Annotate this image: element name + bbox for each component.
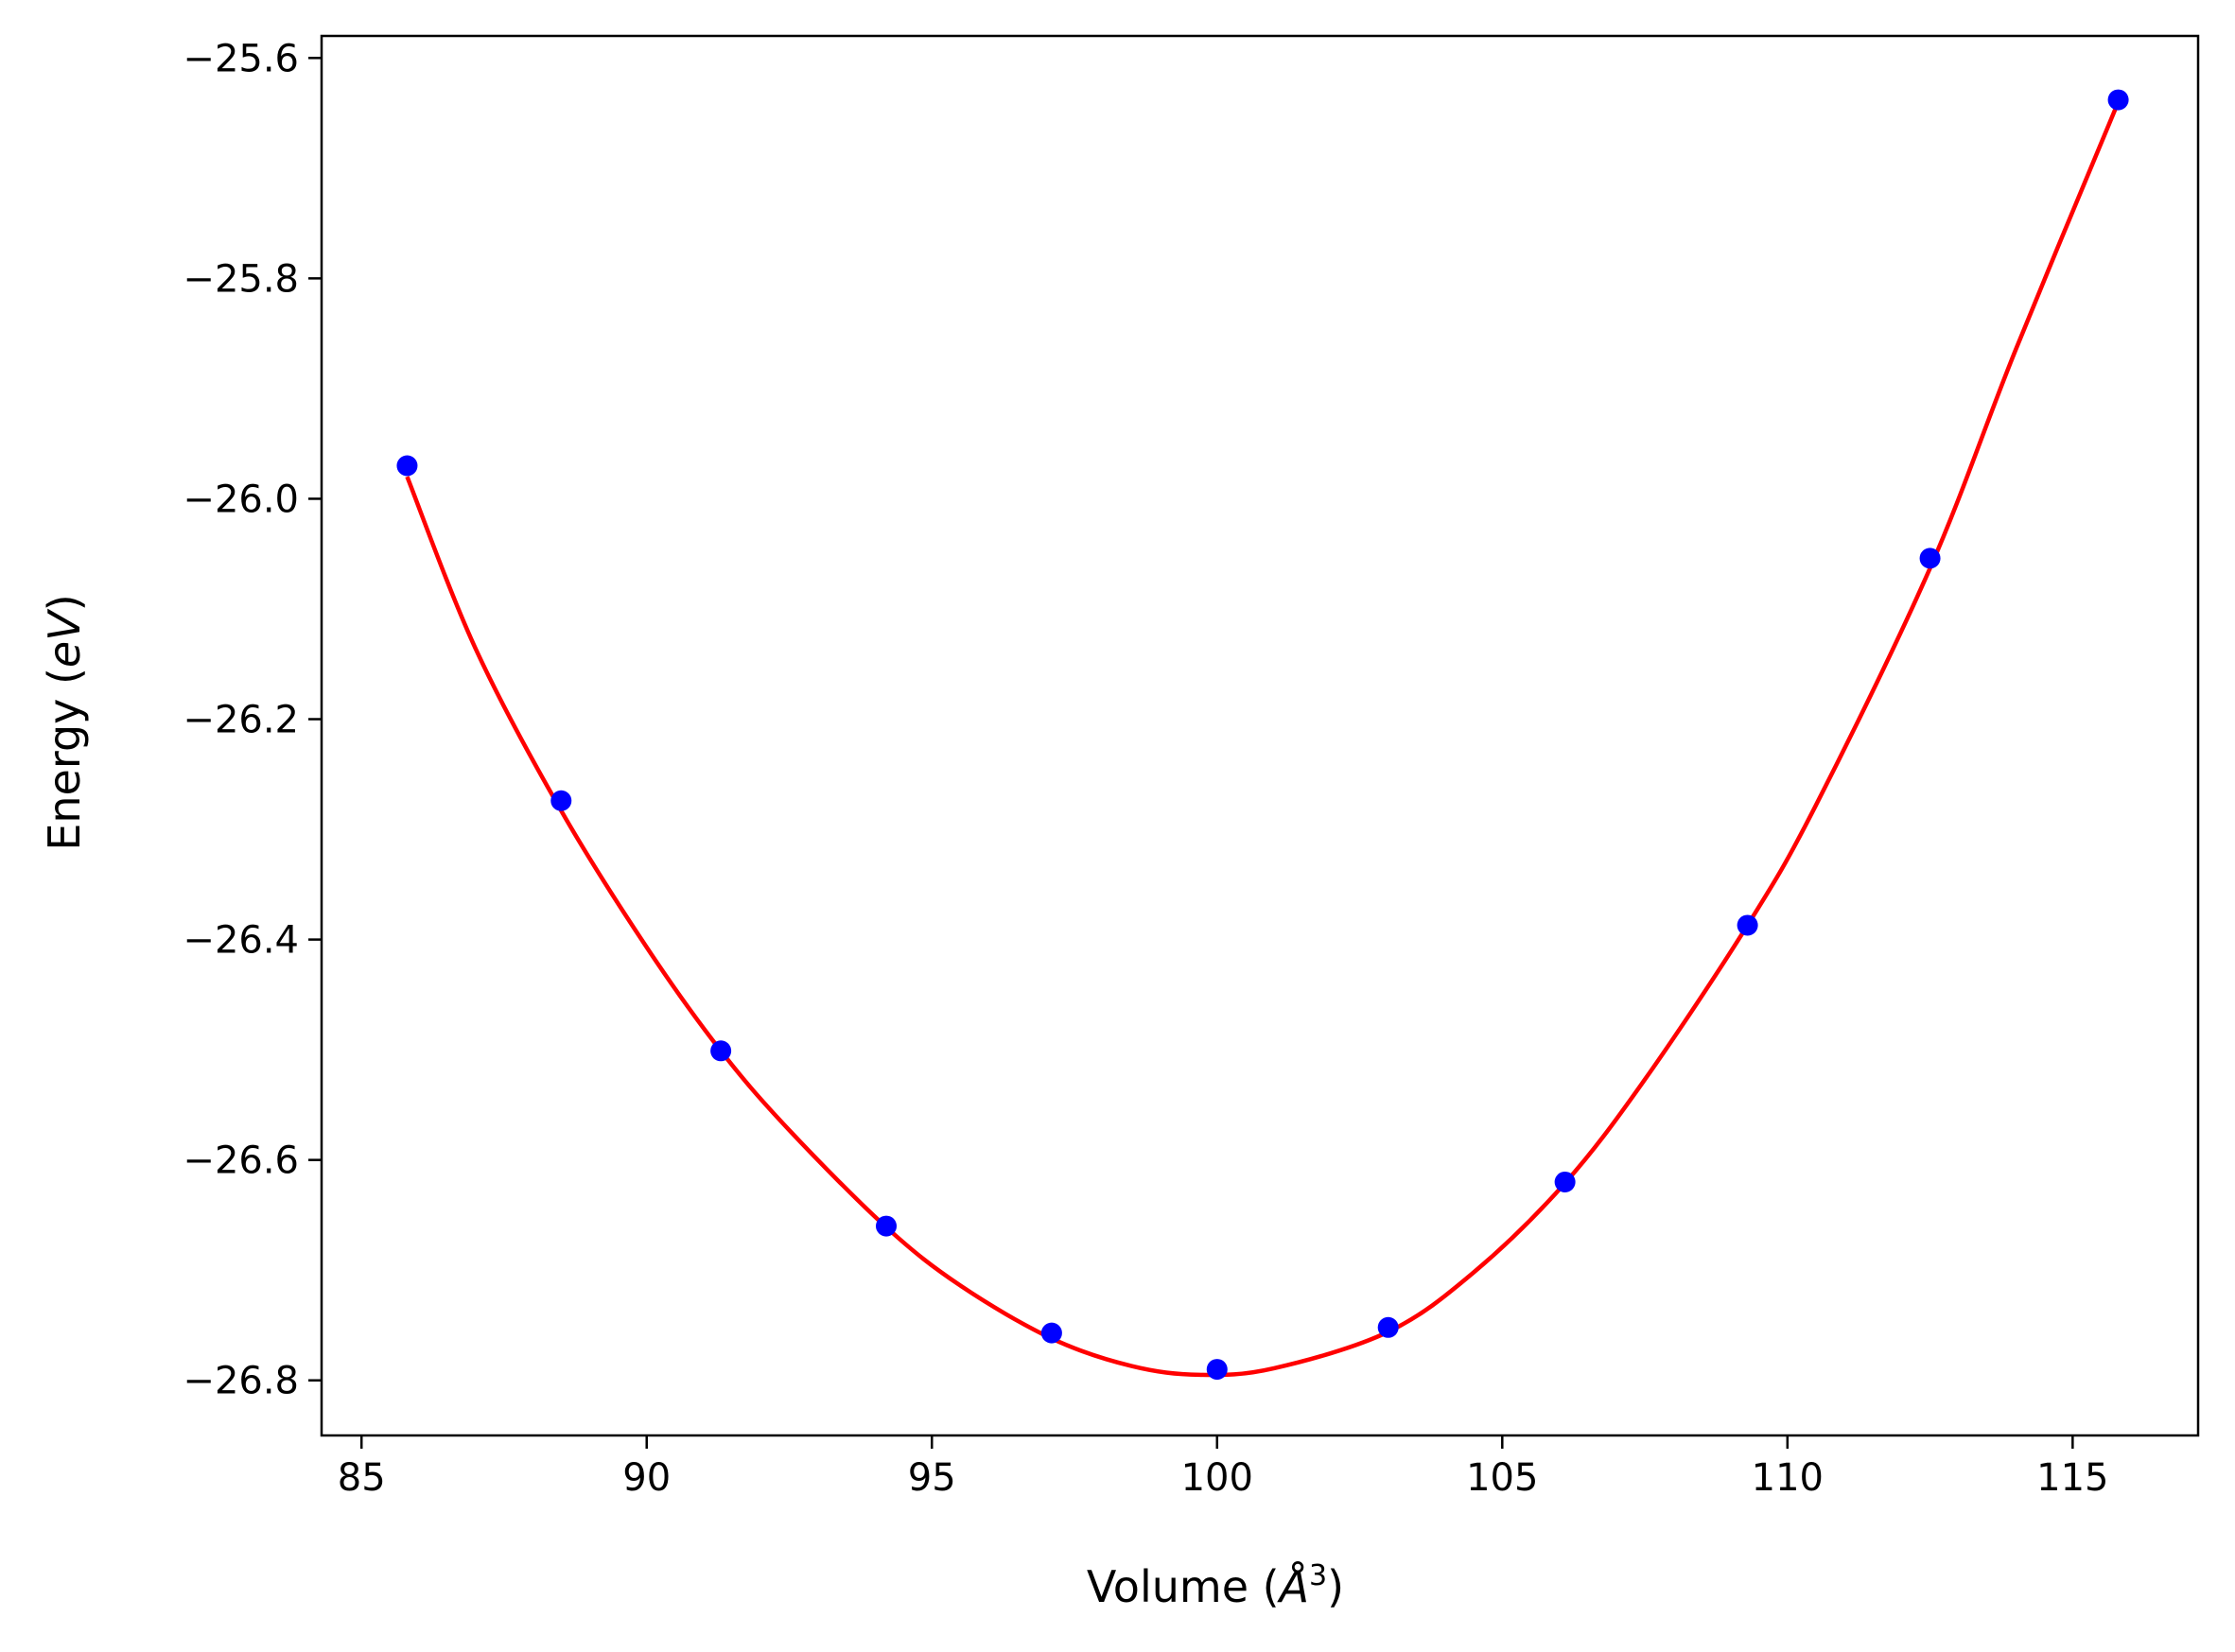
- x-tick-label: 105: [1466, 1456, 1538, 1500]
- plot-area-frame: [320, 34, 2200, 1437]
- y-tick-label: −26.0: [183, 478, 299, 521]
- y-tick-label: −26.8: [183, 1360, 299, 1403]
- x-tick-label: 100: [1181, 1456, 1253, 1500]
- y-axis-ticks: −25.6 −25.8 −26.0 −26.2 −26.4 −26.6 −26.8: [183, 37, 322, 1403]
- data-point: [876, 1215, 898, 1237]
- y-tick-label: −25.8: [183, 257, 299, 301]
- data-point: [1737, 914, 1758, 936]
- data-point: [1377, 1316, 1399, 1338]
- data-point: [1206, 1359, 1228, 1381]
- data-point: [550, 790, 572, 811]
- y-axis-label: Energy (eV): [39, 594, 90, 850]
- x-tick-label: 115: [2036, 1456, 2108, 1500]
- y-tick-label: −26.2: [183, 699, 299, 742]
- y-tick-label: −26.4: [183, 919, 299, 963]
- fit-curve-layer: [405, 101, 2121, 1378]
- x-axis-label: Volume (Å3): [1087, 1559, 1344, 1612]
- x-axis-ticks: 85 90 95 100 105 110 115: [338, 1435, 2109, 1500]
- data-points-layer: [396, 89, 2129, 1381]
- y-tick-label: −25.6: [183, 37, 299, 80]
- data-point: [2107, 89, 2129, 111]
- data-point: [396, 455, 418, 477]
- y-tick-label: −26.6: [183, 1139, 299, 1183]
- x-tick-label: 95: [908, 1456, 956, 1500]
- data-point: [1554, 1171, 1576, 1192]
- x-tick-label: 85: [338, 1456, 386, 1500]
- data-point: [710, 1040, 732, 1062]
- fit-curve: [405, 101, 2121, 1378]
- x-tick-label: 110: [1752, 1456, 1824, 1500]
- x-tick-label: 90: [622, 1456, 671, 1500]
- data-point: [1040, 1322, 1062, 1344]
- data-point: [1919, 548, 1941, 569]
